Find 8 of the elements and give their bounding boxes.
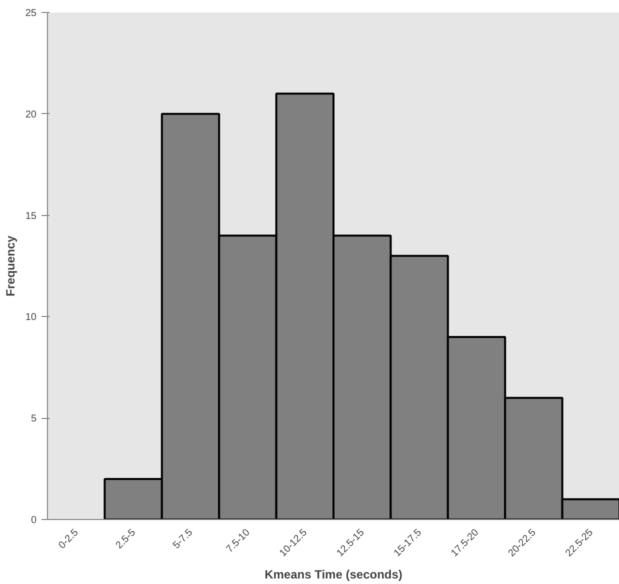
x-axis-title: Kmeans Time (seconds): [264, 567, 402, 582]
y-tick-label: 10: [25, 312, 37, 324]
y-tick-label: 5: [30, 414, 37, 425]
y-tick-label: 15: [25, 210, 37, 222]
y-axis-title: Frequency: [3, 235, 18, 296]
y-tick-label: 25: [25, 8, 37, 19]
y-tick-label: 0: [30, 515, 37, 526]
y-tick-label: 20: [25, 109, 37, 120]
